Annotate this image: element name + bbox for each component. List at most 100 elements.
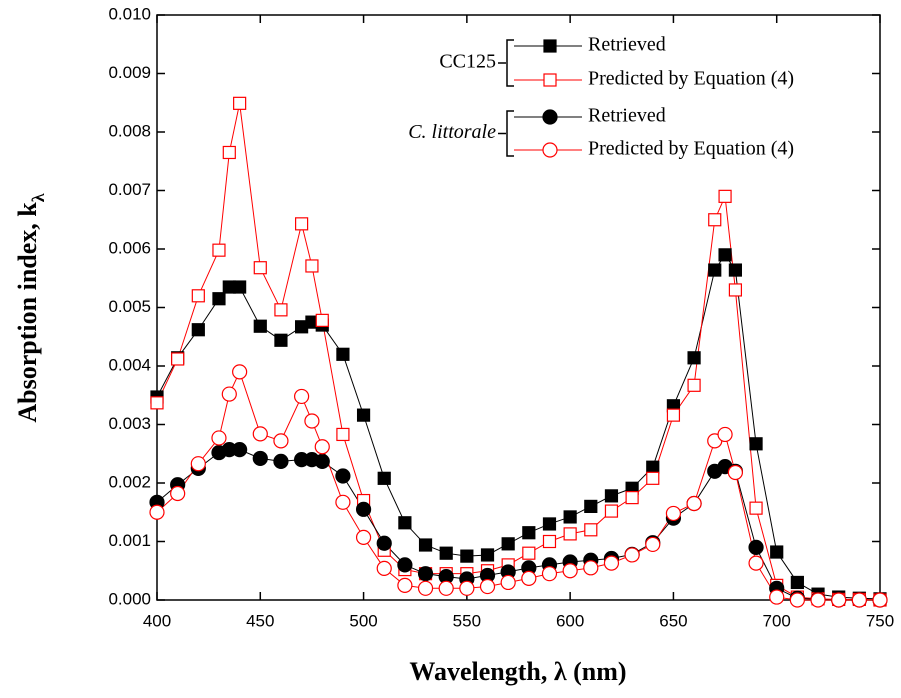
- data-point: [314, 439, 330, 455]
- data-point: [584, 523, 598, 537]
- data-point: [336, 427, 350, 442]
- data-point: [501, 537, 515, 551]
- data-point: [190, 456, 206, 472]
- data-point: [687, 378, 701, 392]
- y-tick-label: 0.002: [108, 472, 151, 491]
- data-point: [253, 261, 267, 275]
- x-tick-label: 650: [659, 611, 687, 630]
- data-point: [563, 527, 577, 541]
- legend-label: Predicted by Equation (4): [588, 138, 794, 160]
- data-point: [398, 516, 412, 530]
- data-point: [542, 517, 557, 531]
- x-tick-label: 700: [763, 611, 791, 630]
- data-point: [718, 189, 732, 203]
- data-point: [355, 501, 372, 517]
- data-point: [377, 471, 391, 485]
- data-point: [625, 491, 639, 505]
- data-point: [273, 453, 289, 469]
- y-axis-label-subscript: λ: [28, 193, 48, 202]
- y-tick-label: 0.010: [108, 4, 151, 23]
- x-tick-label: 500: [349, 611, 377, 630]
- data-point: [727, 464, 744, 481]
- data-point: [355, 529, 372, 546]
- legend-bracket: [498, 39, 514, 87]
- legend-marker: [543, 73, 557, 87]
- x-tick-label: 400: [143, 611, 171, 630]
- data-point: [542, 534, 557, 549]
- data-point: [687, 351, 701, 365]
- data-point: [646, 460, 660, 474]
- data-point: [717, 426, 733, 443]
- data-point: [769, 589, 785, 605]
- data-point: [749, 501, 763, 515]
- y-tick-label: 0.004: [108, 355, 151, 374]
- data-point: [418, 538, 433, 552]
- data-point: [295, 217, 309, 231]
- data-point: [336, 347, 350, 361]
- data-point: [222, 145, 236, 160]
- y-tick-label: 0.008: [108, 121, 151, 140]
- data-point: [294, 388, 310, 405]
- data-point: [748, 555, 764, 571]
- data-point: [480, 548, 495, 562]
- data-point: [397, 577, 413, 593]
- y-axis-label-main: Absorption index, k: [13, 202, 42, 423]
- data-point: [150, 396, 164, 410]
- data-point: [253, 319, 267, 333]
- data-point: [314, 453, 330, 469]
- data-point: [770, 545, 784, 559]
- y-axis-label: Absorption index, kλ: [13, 193, 48, 422]
- data-point: [252, 450, 268, 467]
- data-point: [665, 505, 682, 522]
- data-point: [604, 489, 619, 503]
- data-point: [438, 580, 454, 596]
- data-point: [522, 526, 536, 540]
- y-tick-label: 0.006: [108, 238, 151, 257]
- data-point: [584, 499, 598, 513]
- data-point: [417, 580, 434, 596]
- data-point: [233, 280, 247, 294]
- data-point: [252, 426, 268, 442]
- data-point: [686, 495, 702, 512]
- data-point: [460, 549, 474, 563]
- legend-label: Retrieved: [588, 34, 666, 56]
- data-point: [149, 504, 165, 520]
- x-tick-label: 750: [866, 611, 894, 630]
- legend-group-label: C. littorale: [408, 121, 496, 143]
- legend-group-label: CC125: [439, 51, 496, 73]
- legend-marker: [543, 39, 557, 53]
- data-point: [335, 494, 351, 510]
- data-point: [624, 547, 640, 563]
- data-point: [583, 560, 599, 576]
- data-point: [304, 413, 320, 429]
- data-point: [417, 566, 434, 582]
- data-point: [500, 574, 516, 591]
- data-point: [171, 352, 185, 366]
- data-point: [748, 539, 764, 555]
- data-point: [851, 592, 867, 608]
- data-point: [439, 546, 453, 560]
- legend-marker: [542, 109, 558, 125]
- data-point: [789, 592, 805, 608]
- data-point: [376, 560, 392, 577]
- data-point: [708, 213, 722, 227]
- data-point: [666, 408, 681, 422]
- data-point: [831, 592, 847, 608]
- data-point: [170, 485, 186, 502]
- data-point: [604, 504, 619, 518]
- data-point: [645, 536, 661, 553]
- data-point: [810, 592, 826, 608]
- legend-bracket: [498, 110, 514, 157]
- data-point: [749, 437, 763, 451]
- y-tick-label: 0.007: [108, 180, 151, 199]
- legend-marker: [542, 142, 558, 158]
- data-point: [212, 292, 226, 306]
- data-point: [397, 557, 413, 573]
- data-point: [191, 289, 205, 303]
- data-point: [708, 263, 722, 277]
- data-point: [315, 313, 329, 327]
- plot-frame: [156, 14, 881, 601]
- data-point: [356, 408, 371, 422]
- x-tick-label: 600: [556, 611, 584, 630]
